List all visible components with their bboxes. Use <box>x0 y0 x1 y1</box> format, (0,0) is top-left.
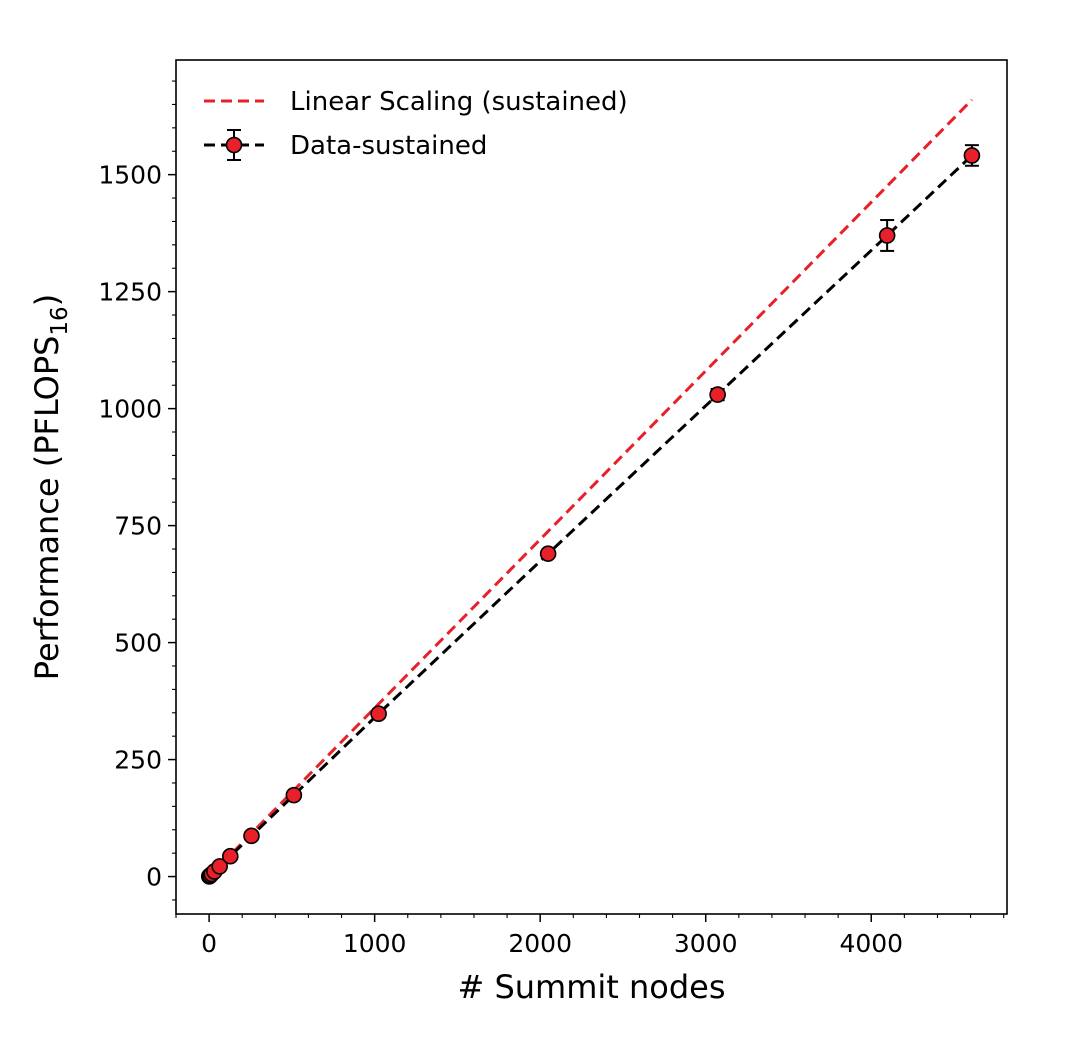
x-tick-label: 3000 <box>674 929 738 958</box>
error-bars-layer <box>244 144 979 838</box>
x-tick-label: 1000 <box>343 929 407 958</box>
y-axis-title: Performance (PFLOPS16) <box>28 294 73 680</box>
x-tick-label: 2000 <box>508 929 572 958</box>
legend-label-linear-scaling: Linear Scaling (sustained) <box>290 87 628 117</box>
y-tick-label: 0 <box>146 863 162 892</box>
data-point <box>370 705 387 723</box>
ticks-layer: 0 1000 2000 3000 4000 0 250 500 750 1000 1250 1500 <box>98 80 1005 958</box>
series-lines-layer <box>208 98 973 878</box>
markers-layer <box>200 147 981 885</box>
y-axis-title-subscript: 16 <box>47 306 73 335</box>
x-tick-label: 4000 <box>839 929 903 958</box>
legend-label-data-sustained: Data-sustained <box>290 131 487 161</box>
legend-swatch-data-sustained <box>204 129 264 161</box>
data-point <box>709 386 726 403</box>
data-point <box>878 227 896 244</box>
data-point <box>963 147 981 164</box>
data-point <box>221 847 239 865</box>
data-point <box>211 858 229 875</box>
series-line-data-sustained <box>208 154 973 878</box>
x-axis-title: # Summit nodes <box>457 968 725 1006</box>
data-point <box>243 827 260 845</box>
y-tick-label: 1250 <box>98 278 162 307</box>
y-tick-label: 500 <box>114 629 162 658</box>
y-tick-label: 1500 <box>98 161 162 190</box>
legend: Linear Scaling (sustained) Data-sustaine… <box>204 87 628 161</box>
data-point <box>285 786 303 804</box>
x-tick-label: 0 <box>201 929 217 958</box>
y-tick-label: 750 <box>114 512 162 541</box>
legend-swatch-marker <box>225 136 243 154</box>
y-axis-title-main: Performance (PFLOPS <box>28 336 66 681</box>
data-point <box>539 545 557 562</box>
plot-frame <box>175 59 1008 915</box>
y-tick-label: 1000 <box>98 395 162 424</box>
series-line-linear-scaling <box>208 98 973 878</box>
y-axis-title-close: ) <box>28 294 66 306</box>
y-tick-label: 250 <box>114 746 162 775</box>
